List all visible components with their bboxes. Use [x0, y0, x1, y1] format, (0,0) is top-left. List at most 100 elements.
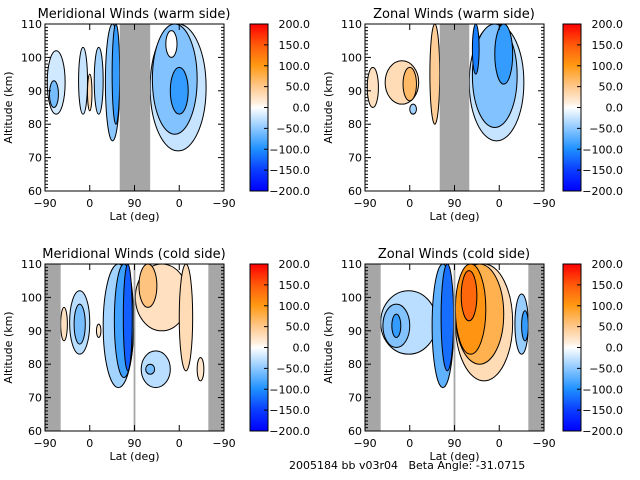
- colorbar-tick-label: 200.0: [592, 18, 624, 31]
- colorbar-tick-label: 100.0: [592, 300, 624, 313]
- y-tick-label: 110: [341, 18, 362, 31]
- y-tick-label: 80: [348, 118, 362, 131]
- colorbar-tick-label: 100.0: [592, 60, 624, 73]
- plot-area: [45, 264, 224, 431]
- y-tick-label: 80: [28, 358, 42, 371]
- contour-region: [165, 30, 178, 58]
- colorbar-tick-label: −100.0: [582, 383, 623, 396]
- colorbar-tick-label: 0.0: [293, 102, 311, 115]
- x-axis-label: Lat (deg): [110, 450, 160, 463]
- colorbar-tick-label: −50.0: [589, 122, 623, 135]
- contour-region: [78, 46, 89, 115]
- y-tick-label: 90: [28, 85, 42, 98]
- x-tick-label: −90: [532, 197, 555, 210]
- colorbar-tick-label: −50.0: [276, 122, 310, 135]
- colorbar-tick-label: 50.0: [599, 81, 624, 94]
- colorbar-tick-label: −50.0: [276, 362, 310, 375]
- colorbar-tick-label: 0.0: [293, 342, 311, 355]
- contour-region: [111, 24, 121, 125]
- y-tick-label: 90: [348, 325, 362, 338]
- contour-region: [60, 306, 68, 342]
- chart-title: Meridional Winds (cold side): [42, 247, 225, 262]
- contour-region: [196, 357, 205, 382]
- colorbar-tick-label: −200.0: [582, 425, 623, 438]
- colorbar-tick-label: −200.0: [269, 185, 310, 198]
- colorbar-tick-label: 150.0: [592, 39, 624, 52]
- footer-info: 2005184 bb v03r04 Beta Angle: -31.0715: [289, 459, 526, 472]
- chart-title: Zonal Winds (warm side): [373, 7, 535, 22]
- plot-area: [46, 24, 207, 191]
- y-axis-label: Altitude (km): [322, 311, 335, 383]
- y-tick-label: 70: [28, 152, 42, 165]
- contour-region: [494, 24, 514, 85]
- contour-region: [87, 73, 93, 112]
- x-tick-label: 0: [496, 197, 503, 210]
- x-tick-label: 0: [176, 197, 183, 210]
- contour-region: [366, 66, 379, 108]
- colorbar-tick-label: 100.0: [279, 60, 311, 73]
- masked-region: [45, 264, 61, 431]
- x-tick-label: 0: [86, 437, 93, 450]
- x-tick-label: 90: [128, 437, 142, 450]
- panel-0: 60 70 80 90 100 110 −90 0 90 0 −90 Meridional Winds…: [2, 7, 310, 223]
- contour-region: [145, 363, 156, 375]
- x-tick-label: 0: [406, 437, 413, 450]
- x-tick-label: 0: [406, 197, 413, 210]
- contour-region: [391, 313, 402, 338]
- colorbar-tick-label: −100.0: [582, 143, 623, 156]
- colorbar-tick-label: 200.0: [592, 258, 624, 271]
- colorbar-tick-label: −200.0: [582, 185, 623, 198]
- masked-region: [439, 24, 470, 191]
- x-tick-label: −90: [212, 197, 235, 210]
- contour-region: [521, 310, 529, 342]
- x-tick-label: −90: [353, 197, 376, 210]
- contour-region: [402, 66, 417, 102]
- contour-region: [95, 323, 102, 338]
- y-axis-label: Altitude (km): [322, 71, 335, 143]
- colorbar-tick-label: −150.0: [269, 164, 310, 177]
- x-tick-label: −90: [33, 197, 56, 210]
- y-tick-label: 110: [341, 258, 362, 271]
- y-tick-label: 70: [348, 392, 362, 405]
- y-tick-label: 70: [28, 392, 42, 405]
- masked-region: [365, 264, 381, 431]
- plot-area: [365, 264, 544, 431]
- plot-area: [366, 24, 525, 191]
- panel-1: 60 70 80 90 100 110 −90 0 90 0 −90 Zonal Winds (war…: [322, 7, 623, 223]
- colorbar: 200.0 150.0 100.0 50.0 0.0 −50.0 −100.0 −150.0 −…: [562, 258, 624, 438]
- contour-region: [409, 103, 417, 115]
- colorbar-tick-label: 50.0: [286, 81, 311, 94]
- colorbar-tick-label: 100.0: [279, 300, 311, 313]
- y-tick-label: 70: [348, 152, 362, 165]
- masked-region: [208, 264, 224, 431]
- colorbar-tick-label: −150.0: [582, 404, 623, 417]
- x-axis-label: Lat (deg): [110, 210, 160, 223]
- y-tick-label: 60: [348, 185, 362, 198]
- x-tick-label: −90: [33, 437, 56, 450]
- chart-title: Zonal Winds (cold side): [378, 247, 530, 262]
- y-tick-label: 100: [341, 51, 362, 64]
- x-tick-label: −90: [212, 437, 235, 450]
- contour-region: [429, 24, 441, 125]
- colorbar-tick-label: 0.0: [606, 102, 624, 115]
- y-tick-label: 80: [348, 358, 362, 371]
- contour-region: [73, 303, 86, 345]
- colorbar-tick-label: 200.0: [279, 18, 311, 31]
- masked-region: [133, 264, 136, 431]
- y-tick-label: 60: [28, 185, 42, 198]
- y-tick-label: 90: [348, 85, 362, 98]
- x-tick-label: −90: [532, 437, 555, 450]
- contour-region: [178, 264, 194, 372]
- y-tick-label: 90: [28, 325, 42, 338]
- x-tick-label: 90: [448, 437, 462, 450]
- contour-region: [93, 46, 104, 115]
- panel-2: 60 70 80 90 100 110 −90 0 90 0 −90 Meridional Winds…: [2, 247, 310, 463]
- chart-title: Meridional Winds (warm side): [38, 7, 231, 22]
- y-tick-label: 110: [21, 258, 42, 271]
- x-axis-label: Lat (deg): [430, 450, 480, 463]
- panel-3: 60 70 80 90 100 110 −90 0 90 0 −90 Zonal Winds (col…: [322, 247, 623, 463]
- contour-region: [48, 80, 59, 108]
- x-tick-label: 0: [176, 437, 183, 450]
- contour-region: [471, 24, 480, 75]
- y-tick-label: 60: [348, 425, 362, 438]
